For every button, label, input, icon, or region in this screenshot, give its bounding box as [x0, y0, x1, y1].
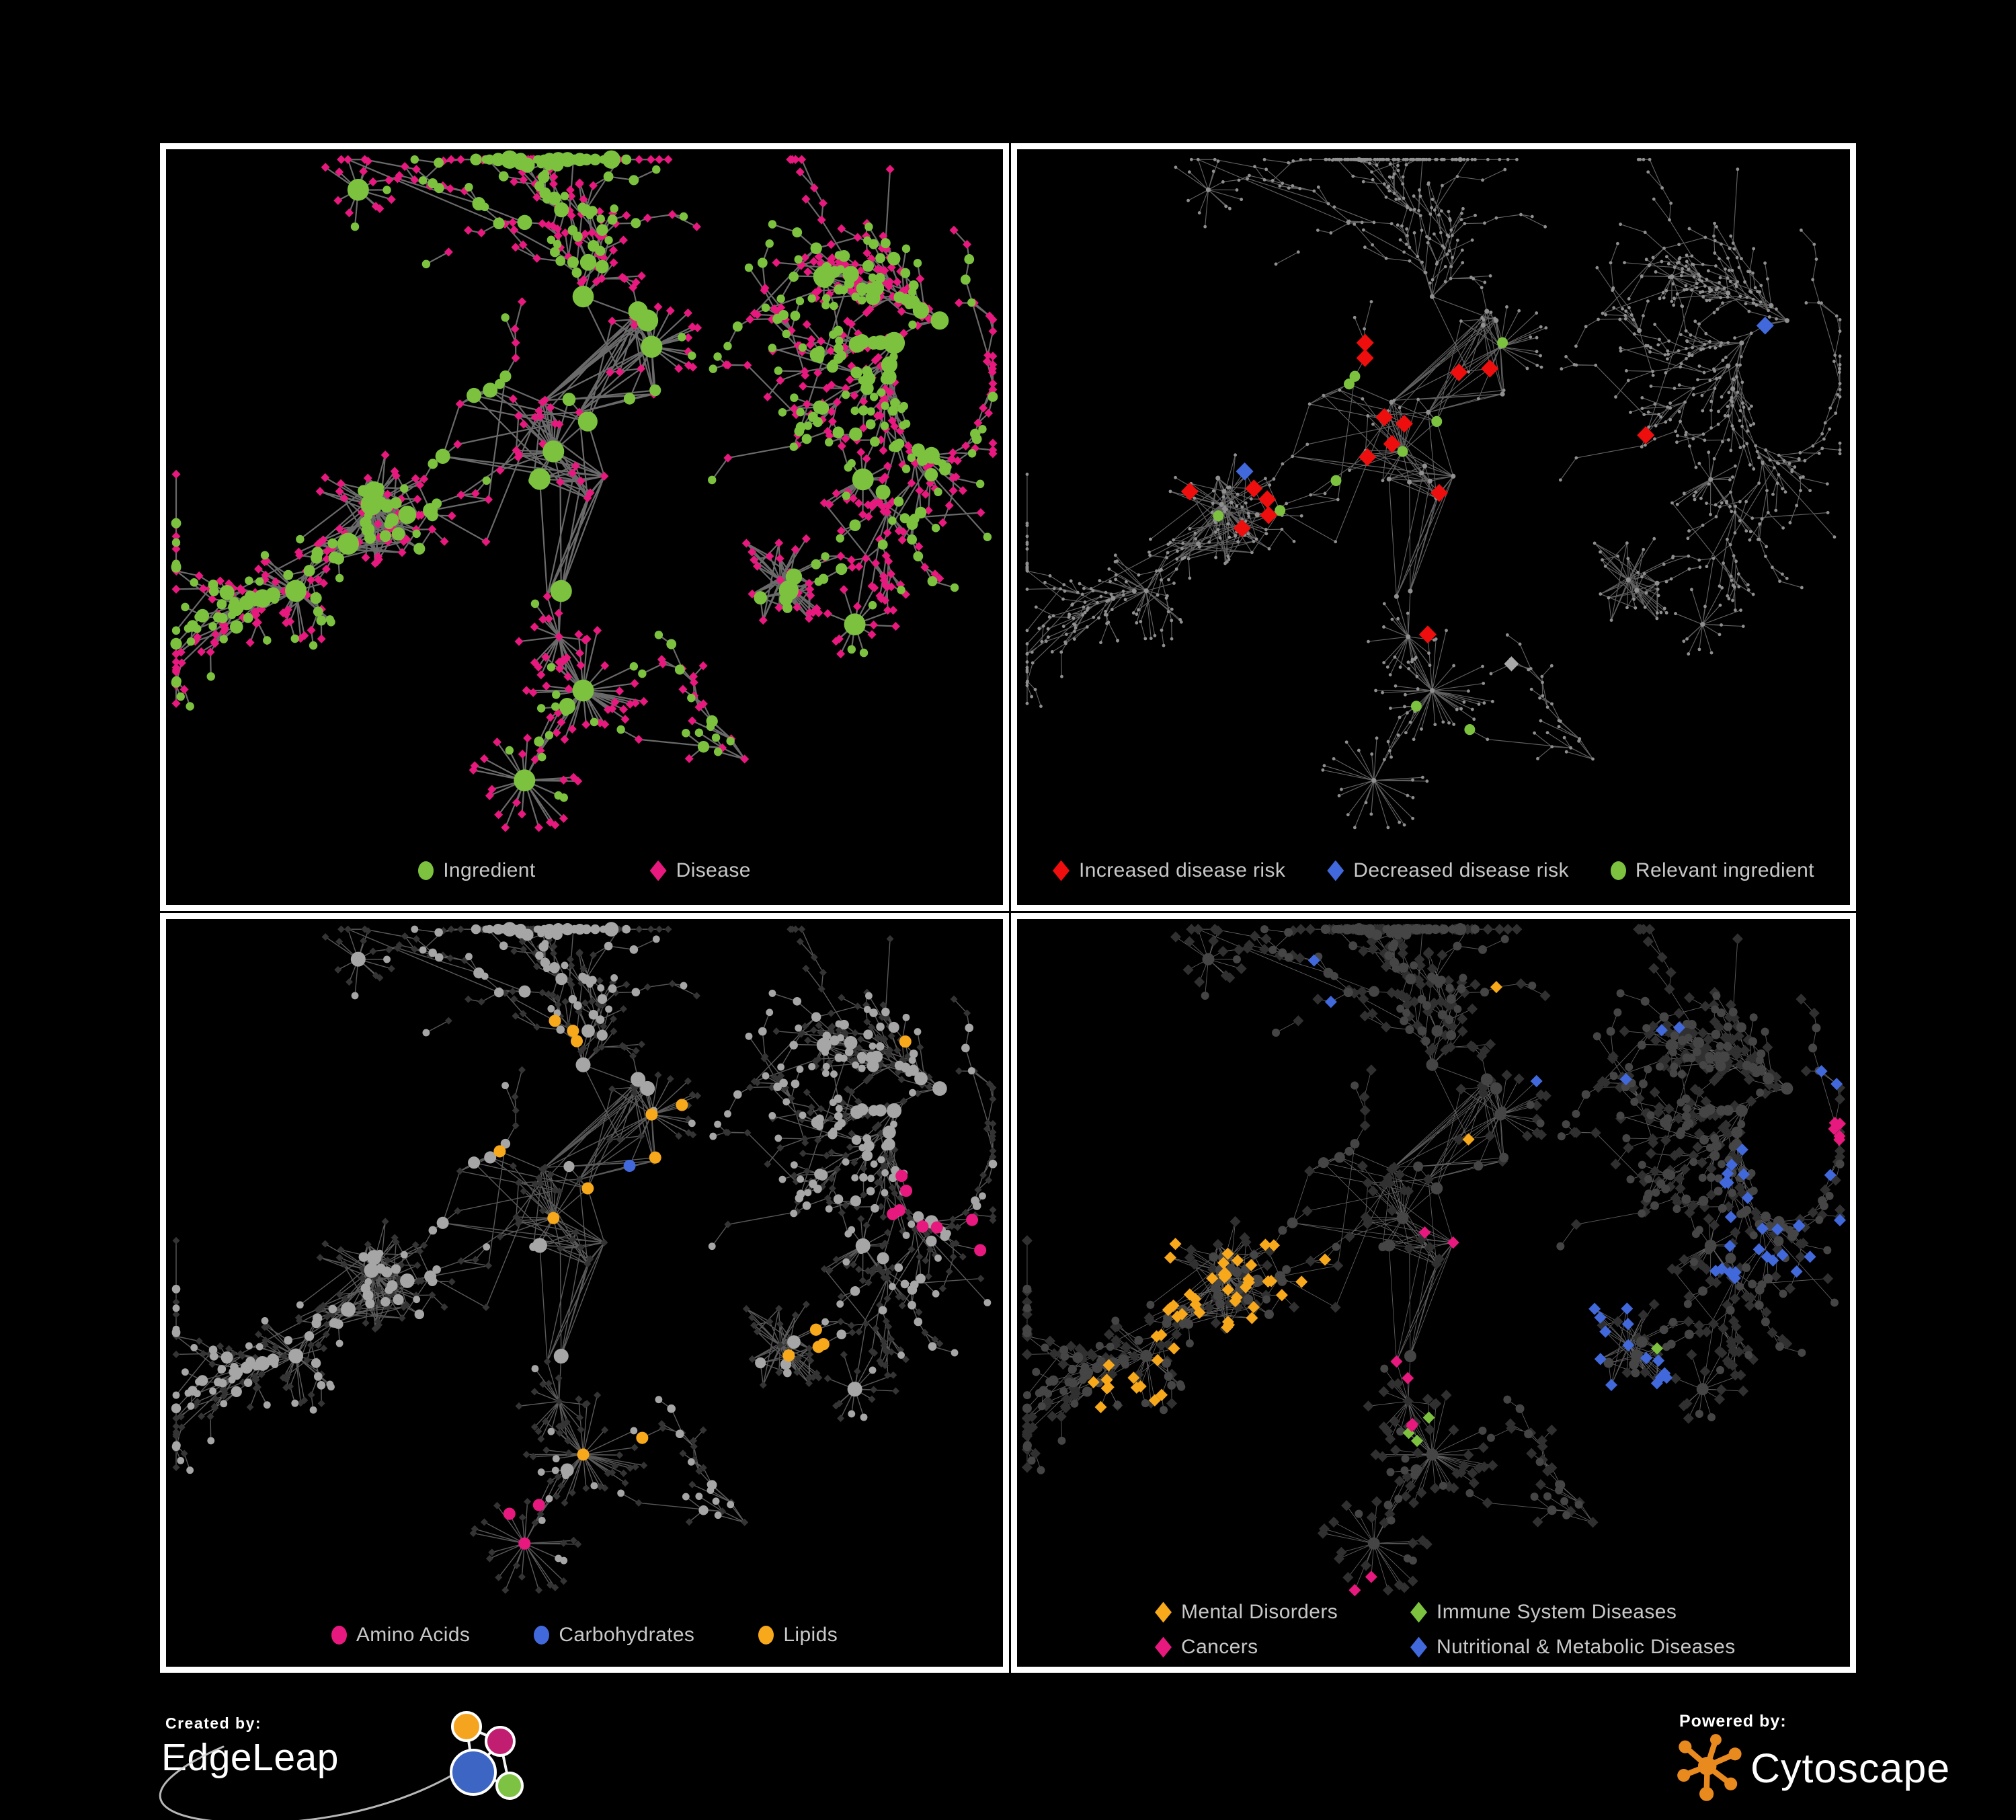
circle-swatch-icon	[534, 1626, 550, 1645]
legend-label: Nutritional & Metabolic Diseases	[1437, 1636, 1736, 1658]
network-graph-nutrient-classes	[171, 922, 998, 1594]
cytoscape-credit: Powered by: Cytoscape	[1677, 1712, 2002, 1820]
legend-disease-risk: Increased disease risk Decreased disease …	[1017, 859, 1850, 882]
legend-label: Relevant ingredient	[1635, 859, 1814, 881]
diamond-swatch-icon	[1327, 860, 1344, 881]
cytoscape-logo-icon	[1677, 1734, 1742, 1801]
legend-item-decreased-disease-risk: Decreased disease risk	[1327, 859, 1569, 882]
panel-disease-categories: Mental Disorders Immune System Diseases Ca…	[1011, 913, 1856, 1673]
panel-nutrient-classes: Amino Acids Carbohydrates Lipids	[160, 913, 1009, 1673]
powered-by-label: Powered by:	[1679, 1712, 1787, 1731]
legend-item-cancers: Cancers	[1155, 1636, 1410, 1659]
legend-label: Decreased disease risk	[1353, 859, 1569, 881]
legend-item-carbohydrates: Carbohydrates	[534, 1624, 694, 1647]
circle-swatch-icon	[1610, 861, 1626, 880]
legend-label: Cancers	[1181, 1636, 1258, 1658]
diamond-swatch-icon	[1053, 860, 1070, 881]
diamond-swatch-icon	[1410, 1601, 1427, 1623]
legend-label: Increased disease risk	[1079, 859, 1286, 881]
created-by-label: Created by:	[165, 1714, 262, 1732]
legend-item-amino-acids: Amino Acids	[331, 1624, 470, 1647]
legend-item-relevant-ingredient: Relevant ingredient	[1610, 859, 1814, 882]
legend-item-disease: Disease	[649, 859, 751, 882]
legend-item-ingredient: Ingredient	[418, 859, 535, 882]
legend-item-increased-disease-risk: Increased disease risk	[1053, 859, 1285, 882]
legend-label: Lipids	[783, 1624, 838, 1646]
diamond-swatch-icon	[649, 860, 667, 881]
legend-item-lipids: Lipids	[758, 1624, 838, 1647]
circle-swatch-icon	[331, 1626, 347, 1645]
legend-ingredient-disease: Ingredient Disease	[166, 859, 1003, 882]
diamond-swatch-icon	[1155, 1601, 1172, 1623]
legend-item-nutritional-metabolic-diseases: Nutritional & Metabolic Diseases	[1410, 1636, 1736, 1659]
legend-label: Carbohydrates	[559, 1624, 695, 1646]
panel-disease-risk: Increased disease risk Decreased disease …	[1011, 143, 1856, 911]
legend-item-mental-disorders: Mental Disorders	[1155, 1601, 1410, 1624]
legend-label: Ingredient	[443, 859, 536, 881]
edgeleap-credit: Created by: EdgeLeap	[159, 1711, 592, 1820]
edgeleap-logo-icon	[450, 1711, 524, 1800]
legend-item-immune-system-diseases: Immune System Diseases	[1410, 1601, 1736, 1624]
legend-label: Amino Acids	[356, 1624, 471, 1646]
legend-nutrient-classes: Amino Acids Carbohydrates Lipids	[166, 1624, 1003, 1647]
cytoscape-brand: Cytoscape	[1750, 1745, 1951, 1791]
diamond-swatch-icon	[1410, 1636, 1427, 1658]
diamond-swatch-icon	[1155, 1636, 1172, 1658]
network-graph-ingredient-disease	[170, 150, 998, 832]
legend-disease-categories: Mental Disorders Immune System Diseases Ca…	[1155, 1601, 1850, 1659]
legend-label: Mental Disorders	[1181, 1601, 1338, 1623]
legend-label: Immune System Diseases	[1437, 1601, 1677, 1623]
circle-swatch-icon	[418, 861, 434, 880]
network-graph-disease-categories	[1021, 923, 1847, 1597]
network-graph-disease-risk	[1025, 157, 1842, 830]
panel-ingredient-disease: Ingredient Disease	[160, 143, 1009, 911]
circle-swatch-icon	[758, 1626, 774, 1645]
legend-label: Disease	[676, 859, 751, 881]
